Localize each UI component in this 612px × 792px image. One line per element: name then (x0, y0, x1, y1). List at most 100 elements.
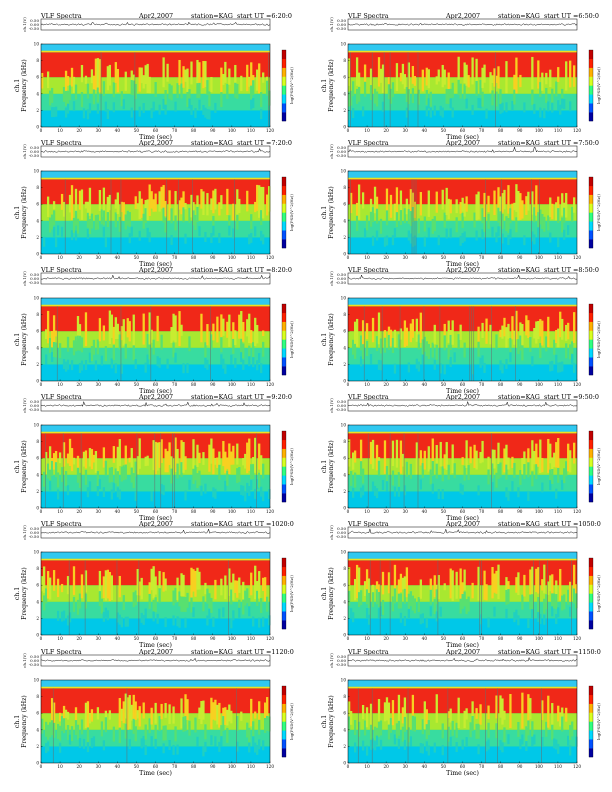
heatmap-cell (495, 334, 498, 350)
band-yellow (41, 558, 270, 561)
panel-title: VLF Spectra (347, 648, 389, 656)
colorbar-label: log(PSD(V^2/Hz)) (289, 448, 294, 485)
heatmap-cell (545, 87, 548, 103)
heatmap-cell (52, 201, 56, 210)
heatmap-cell (252, 616, 255, 627)
heatmap-cell (236, 580, 239, 598)
heatmap-cell (192, 210, 195, 226)
x-tick-label: 110 (554, 509, 562, 514)
heatmap-cell (467, 465, 470, 481)
heatmap-cell (180, 462, 183, 478)
heatmap-cell (88, 481, 92, 492)
heatmap-cell (401, 707, 405, 724)
heatmap-cell (363, 581, 367, 596)
x-tick-label: 110 (247, 382, 255, 387)
heatmap-cell (256, 433, 257, 508)
y-axis-label-ch: ch.1 (321, 79, 328, 92)
heatmap-cell (120, 466, 123, 482)
spectrogram-panel: VLF Spectra Apr2,2007 station=KAG start UT … (315, 139, 605, 269)
heatmap-cell (222, 441, 225, 467)
heatmap-cell (254, 565, 257, 600)
x-axis-label: Time (sec) (446, 642, 479, 649)
heatmap-cell (266, 194, 269, 216)
heatmap-cell (250, 572, 253, 596)
x-tick-label: 20 (383, 509, 389, 514)
colorbar-segment (589, 50, 593, 60)
heatmap-cell (154, 576, 157, 595)
heatmap-cell (535, 443, 538, 467)
colorbar-segment (589, 466, 593, 476)
panel-station: station=KAG (191, 12, 233, 20)
heatmap-cell (407, 688, 409, 763)
heatmap-cell (124, 343, 127, 359)
heatmap-cell (348, 439, 351, 467)
heatmap-cell (425, 89, 428, 105)
heatmap-cell (184, 596, 187, 612)
heatmap-cell (395, 212, 399, 228)
colorbar-segment (282, 203, 286, 213)
heatmap-cell (144, 208, 147, 224)
y-tick-label: 10 (341, 550, 347, 555)
waveform-tick-label: 0.00 (30, 149, 39, 154)
heatmap-cell (254, 226, 257, 237)
waveform-tick-label: 0.50 (337, 18, 346, 23)
heatmap-cell (264, 702, 267, 722)
heatmap-cell (240, 311, 243, 341)
x-axis-label: Time (sec) (139, 388, 172, 395)
heatmap-cell (164, 578, 167, 591)
heatmap-cell (403, 208, 407, 224)
heatmap-cell (252, 736, 255, 747)
heatmap-cell (128, 457, 131, 463)
heatmap-cell (210, 697, 213, 730)
heatmap-cell (495, 472, 498, 488)
heatmap-cell (134, 491, 137, 501)
waveform-tick-label: 0.00 (30, 403, 39, 408)
heatmap-cell (461, 233, 464, 244)
heatmap-cell (148, 232, 151, 243)
heatmap-cell (80, 189, 84, 220)
heatmap-cell (443, 335, 446, 351)
heatmap-cell (353, 720, 357, 735)
heatmap-cell (112, 344, 115, 360)
heatmap-cell (180, 324, 183, 336)
heatmap-cell (377, 460, 381, 476)
waveform-frame (40, 399, 271, 412)
heatmap-cell (60, 193, 64, 210)
x-tick-label: 120 (266, 255, 274, 260)
colorbar-segment (282, 194, 286, 204)
heatmap-cell (46, 310, 50, 344)
y-tick-label: 8 (343, 694, 346, 699)
heatmap-cell (116, 69, 119, 93)
heatmap-cell (112, 82, 115, 98)
heatmap-cell (166, 451, 169, 473)
heatmap-cell (210, 198, 213, 211)
heatmap-cell (214, 457, 217, 465)
heatmap-cell (124, 445, 127, 467)
heatmap-cell (260, 230, 263, 241)
panel-date: Apr2,2007 (445, 648, 480, 656)
heatmap-cell (383, 330, 387, 345)
heatmap-cell (152, 101, 155, 112)
heatmap-cell (391, 235, 395, 246)
heatmap-cell (519, 335, 522, 351)
y-axis-label-ch: ch.1 (14, 715, 21, 728)
spectrogram-panel: VLF Spectra Apr2,2007 station=KAG start UT … (8, 648, 298, 778)
heatmap-cell (100, 355, 104, 366)
heatmap-cell (228, 568, 231, 596)
x-tick-label: 30 (96, 255, 102, 260)
heatmap-cell (124, 464, 127, 480)
panel-title: VLF Spectra (40, 393, 82, 401)
heatmap-cell (248, 485, 251, 496)
heatmap-cell (86, 742, 90, 753)
heatmap-cell (467, 596, 470, 612)
heatmap-cell (369, 739, 373, 750)
heatmap-cell (407, 52, 409, 127)
band-yellow (348, 304, 577, 307)
heatmap-cell (421, 69, 424, 92)
heatmap-cell (523, 102, 526, 113)
heatmap-cell (493, 606, 496, 617)
heatmap-cell (547, 215, 550, 231)
heatmap-cell (413, 76, 417, 86)
heatmap-cell (525, 726, 528, 742)
heatmap-cell (537, 227, 540, 238)
